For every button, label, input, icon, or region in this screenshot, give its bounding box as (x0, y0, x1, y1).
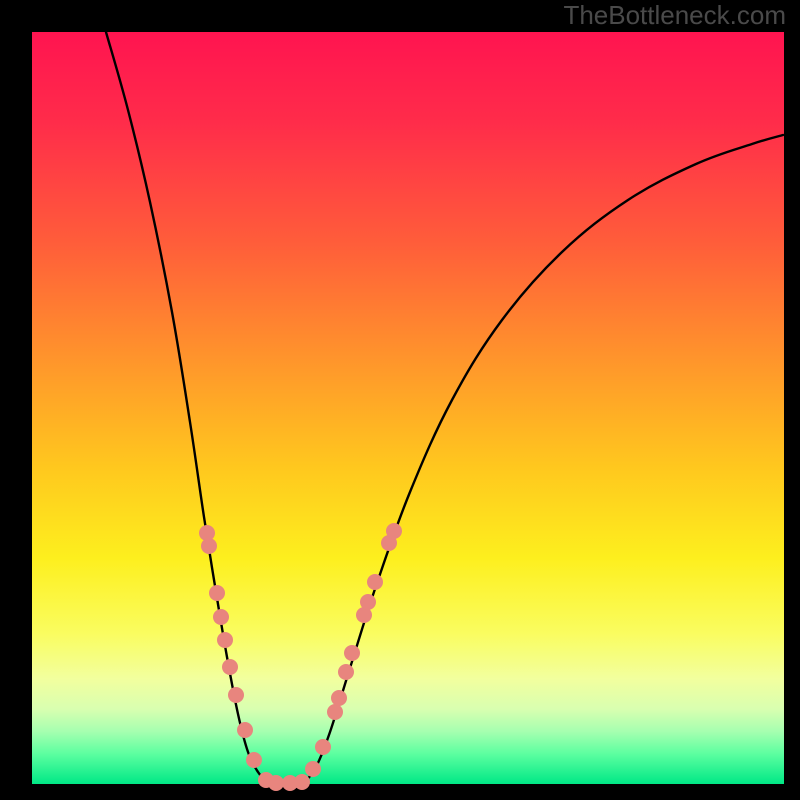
data-point (209, 585, 225, 601)
data-point (305, 761, 321, 777)
curve-layer (32, 32, 784, 784)
data-point (228, 687, 244, 703)
data-point (315, 739, 331, 755)
data-point (344, 645, 360, 661)
data-point (327, 704, 343, 720)
data-point (237, 722, 253, 738)
plot-area (32, 32, 784, 784)
data-point (331, 690, 347, 706)
data-point (213, 609, 229, 625)
chart-root: { "canvas": { "width": 800, "height": 80… (0, 0, 800, 800)
data-point (217, 632, 233, 648)
bottleneck-curve (106, 32, 783, 784)
data-point (367, 574, 383, 590)
data-point (386, 523, 402, 539)
data-point (294, 774, 310, 790)
data-point (246, 752, 262, 768)
data-point (201, 538, 217, 554)
watermark-text: TheBottleneck.com (563, 0, 786, 31)
data-point (338, 664, 354, 680)
data-point (360, 594, 376, 610)
data-point (222, 659, 238, 675)
